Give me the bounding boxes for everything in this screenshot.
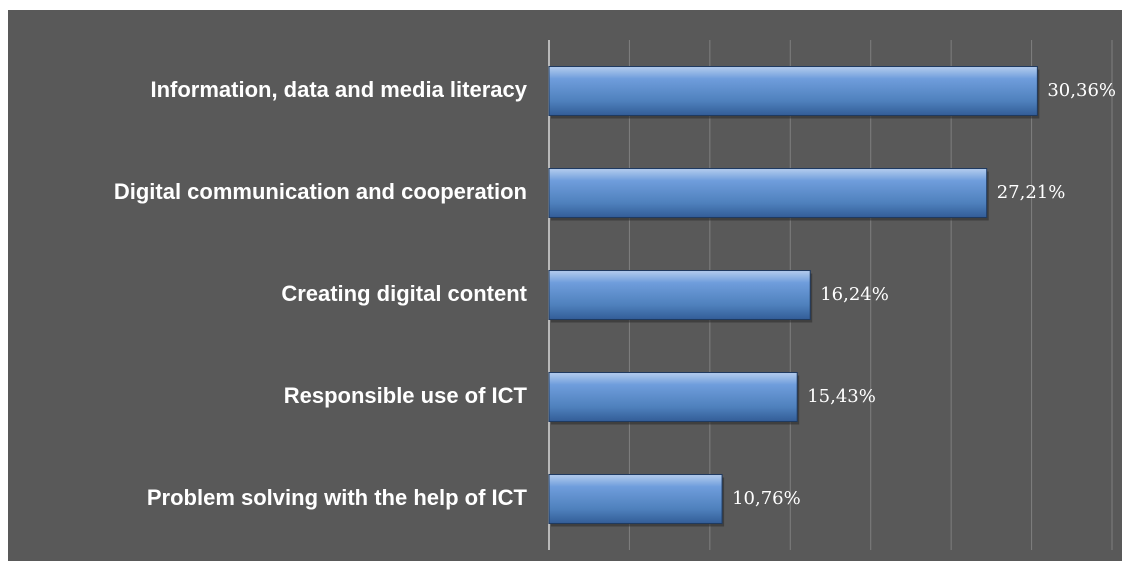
y-tick-label: Information, data and media literacy xyxy=(150,77,527,102)
y-tick-label: Creating digital content xyxy=(281,281,527,306)
y-tick-label: Problem solving with the help of ICT xyxy=(147,485,528,510)
y-tick-label: Digital communication and cooperation xyxy=(114,179,527,204)
bar xyxy=(548,372,798,422)
value-label: 27,21% xyxy=(997,182,1066,203)
bar xyxy=(548,66,1038,116)
value-label: 30,36% xyxy=(1047,80,1116,101)
bar xyxy=(548,474,723,524)
value-label: 10,76% xyxy=(732,488,801,509)
bar xyxy=(548,270,811,320)
y-tick-label: Responsible use of ICT xyxy=(284,383,528,408)
value-label: 15,43% xyxy=(807,386,876,407)
value-label: 16,24% xyxy=(820,284,889,305)
bar xyxy=(548,168,988,218)
